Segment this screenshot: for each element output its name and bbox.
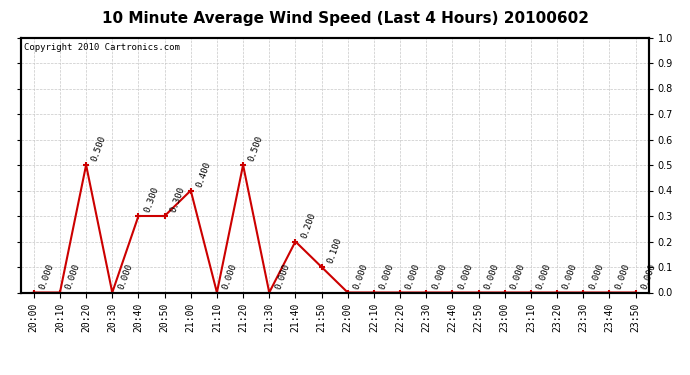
Text: 0.100: 0.100 [326, 237, 344, 265]
Text: 0.000: 0.000 [587, 262, 605, 290]
Text: 0.000: 0.000 [509, 262, 526, 290]
Text: Copyright 2010 Cartronics.com: Copyright 2010 Cartronics.com [24, 43, 179, 52]
Text: 0.500: 0.500 [247, 135, 265, 163]
Text: 0.300: 0.300 [143, 186, 160, 214]
Text: 0.400: 0.400 [195, 160, 213, 188]
Text: 0.300: 0.300 [169, 186, 186, 214]
Text: 0.500: 0.500 [90, 135, 108, 163]
Text: 0.000: 0.000 [352, 262, 370, 290]
Text: 10 Minute Average Wind Speed (Last 4 Hours) 20100602: 10 Minute Average Wind Speed (Last 4 Hou… [101, 11, 589, 26]
Text: 0.000: 0.000 [640, 262, 658, 290]
Text: 0.000: 0.000 [38, 262, 56, 290]
Text: 0.000: 0.000 [273, 262, 291, 290]
Text: 0.200: 0.200 [299, 211, 317, 239]
Text: 0.000: 0.000 [378, 262, 395, 290]
Text: 0.000: 0.000 [431, 262, 448, 290]
Text: 0.000: 0.000 [535, 262, 553, 290]
Text: 0.000: 0.000 [613, 262, 631, 290]
Text: 0.000: 0.000 [561, 262, 579, 290]
Text: 0.000: 0.000 [483, 262, 500, 290]
Text: 0.000: 0.000 [64, 262, 81, 290]
Text: 0.000: 0.000 [404, 262, 422, 290]
Text: 0.000: 0.000 [117, 262, 134, 290]
Text: 0.000: 0.000 [221, 262, 239, 290]
Text: 0.000: 0.000 [457, 262, 474, 290]
